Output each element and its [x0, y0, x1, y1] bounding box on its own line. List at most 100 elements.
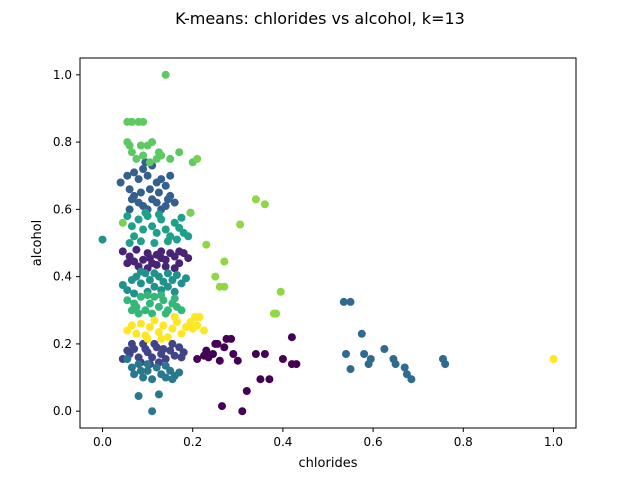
data-point-cluster-7 — [184, 232, 193, 241]
data-point-cluster-3 — [136, 188, 145, 197]
data-point-cluster-8 — [134, 309, 143, 318]
data-point-cluster-1 — [132, 245, 141, 254]
data-point-cluster-8 — [161, 309, 170, 318]
data-point-cluster-3 — [125, 205, 134, 214]
data-point-cluster-7 — [123, 212, 132, 221]
data-point-cluster-5 — [346, 297, 355, 306]
data-point-cluster-8 — [145, 299, 154, 308]
y-tick-label: 0.8 — [53, 135, 72, 149]
data-point-cluster-11 — [150, 316, 159, 325]
data-point-cluster-7 — [150, 239, 159, 247]
x-axis: 0.0 0.2 0.4 0.6 0.8 1.0 — [93, 428, 563, 449]
data-point-cluster-10 — [220, 257, 229, 266]
data-point-cluster-11 — [549, 355, 558, 363]
data-point-cluster-4 — [168, 375, 177, 384]
data-point-cluster-4 — [154, 390, 163, 399]
data-point-cluster-11 — [127, 321, 136, 330]
data-point-cluster-5 — [441, 360, 450, 369]
data-point-cluster-0 — [256, 375, 265, 384]
data-point-cluster-3 — [145, 185, 154, 194]
data-point-cluster-4 — [143, 360, 152, 369]
data-point-cluster-5 — [357, 329, 366, 338]
data-point-cluster-8 — [148, 309, 157, 318]
x-tick-label: 0.2 — [183, 435, 202, 449]
data-point-cluster-0 — [227, 334, 236, 343]
data-point-cluster-6 — [163, 269, 172, 278]
data-point-cluster-8 — [143, 291, 152, 300]
data-point-cluster-0 — [278, 355, 287, 363]
data-point-cluster-9 — [148, 138, 157, 147]
data-point-cluster-5 — [391, 360, 400, 369]
data-point-cluster-7 — [141, 208, 150, 217]
data-point-cluster-9 — [152, 154, 161, 163]
data-point-cluster-11 — [195, 313, 204, 321]
data-point-cluster-8 — [123, 296, 132, 305]
data-point-cluster-11 — [123, 326, 132, 335]
points-layer — [98, 70, 558, 416]
data-point-cluster-5 — [342, 350, 350, 358]
data-point-cluster-0 — [233, 356, 242, 365]
data-point-cluster-8 — [130, 299, 139, 308]
data-point-cluster-4 — [175, 368, 184, 377]
data-point-cluster-7 — [148, 222, 157, 231]
data-point-cluster-5 — [380, 345, 389, 353]
data-point-cluster-6 — [170, 287, 179, 296]
data-point-cluster-11 — [154, 328, 163, 337]
data-point-cluster-4 — [148, 407, 157, 416]
y-tick-label: 0.0 — [53, 404, 72, 418]
data-point-cluster-7 — [134, 215, 143, 224]
data-point-cluster-11 — [145, 323, 154, 332]
data-point-cluster-6 — [150, 269, 159, 278]
data-point-cluster-11 — [143, 334, 152, 343]
data-point-cluster-9 — [166, 154, 175, 163]
data-point-cluster-0 — [265, 375, 274, 384]
data-point-cluster-3 — [170, 198, 179, 207]
data-point-cluster-4 — [134, 360, 143, 369]
data-point-cluster-3 — [123, 171, 132, 180]
data-point-cluster-11 — [200, 326, 208, 335]
data-point-cluster-0 — [251, 350, 260, 358]
data-point-cluster-1 — [152, 260, 161, 269]
data-point-cluster-8 — [177, 306, 186, 315]
data-point-cluster-0 — [238, 407, 247, 416]
y-tick-label: 0.6 — [53, 202, 72, 216]
data-point-cluster-3 — [116, 178, 125, 187]
data-point-cluster-7 — [125, 239, 134, 247]
data-point-cluster-4 — [148, 375, 157, 384]
data-point-cluster-2 — [127, 339, 136, 348]
data-point-cluster-3 — [130, 168, 139, 177]
data-point-cluster-3 — [125, 185, 134, 194]
data-point-cluster-0 — [220, 343, 229, 352]
data-point-cluster-7 — [172, 235, 181, 244]
data-point-cluster-5 — [364, 360, 373, 369]
data-point-cluster-9 — [127, 117, 136, 126]
data-point-cluster-11 — [170, 313, 179, 321]
data-point-cluster-7 — [161, 225, 170, 234]
data-point-cluster-8 — [157, 291, 166, 300]
data-point-cluster-3 — [161, 202, 170, 210]
data-point-cluster-4 — [161, 373, 170, 382]
data-point-cluster-7 — [136, 237, 145, 246]
data-point-cluster-10 — [251, 195, 260, 204]
data-point-cluster-11 — [193, 321, 202, 330]
data-point-cluster-1 — [123, 259, 132, 268]
data-point-cluster-7 — [163, 237, 172, 246]
data-point-cluster-9 — [127, 148, 136, 157]
data-point-cluster-7 — [152, 228, 161, 237]
data-point-cluster-9 — [136, 141, 145, 150]
data-point-cluster-10 — [211, 272, 220, 281]
data-point-cluster-5 — [339, 297, 348, 306]
data-point-cluster-6 — [150, 282, 159, 291]
data-point-cluster-2 — [148, 353, 157, 362]
data-point-cluster-5 — [360, 350, 369, 358]
data-point-cluster-0 — [209, 350, 217, 358]
data-point-cluster-6 — [163, 282, 172, 291]
data-point-cluster-7 — [177, 213, 186, 222]
data-point-cluster-10 — [236, 220, 245, 229]
data-point-cluster-11 — [163, 333, 172, 342]
data-point-cluster-10 — [276, 287, 285, 296]
y-axis: 0.0 0.2 0.4 0.6 0.8 1.0 — [53, 68, 80, 418]
data-point-cluster-9 — [125, 141, 134, 150]
data-point-cluster-11 — [159, 321, 168, 330]
data-point-cluster-6 — [130, 289, 139, 298]
